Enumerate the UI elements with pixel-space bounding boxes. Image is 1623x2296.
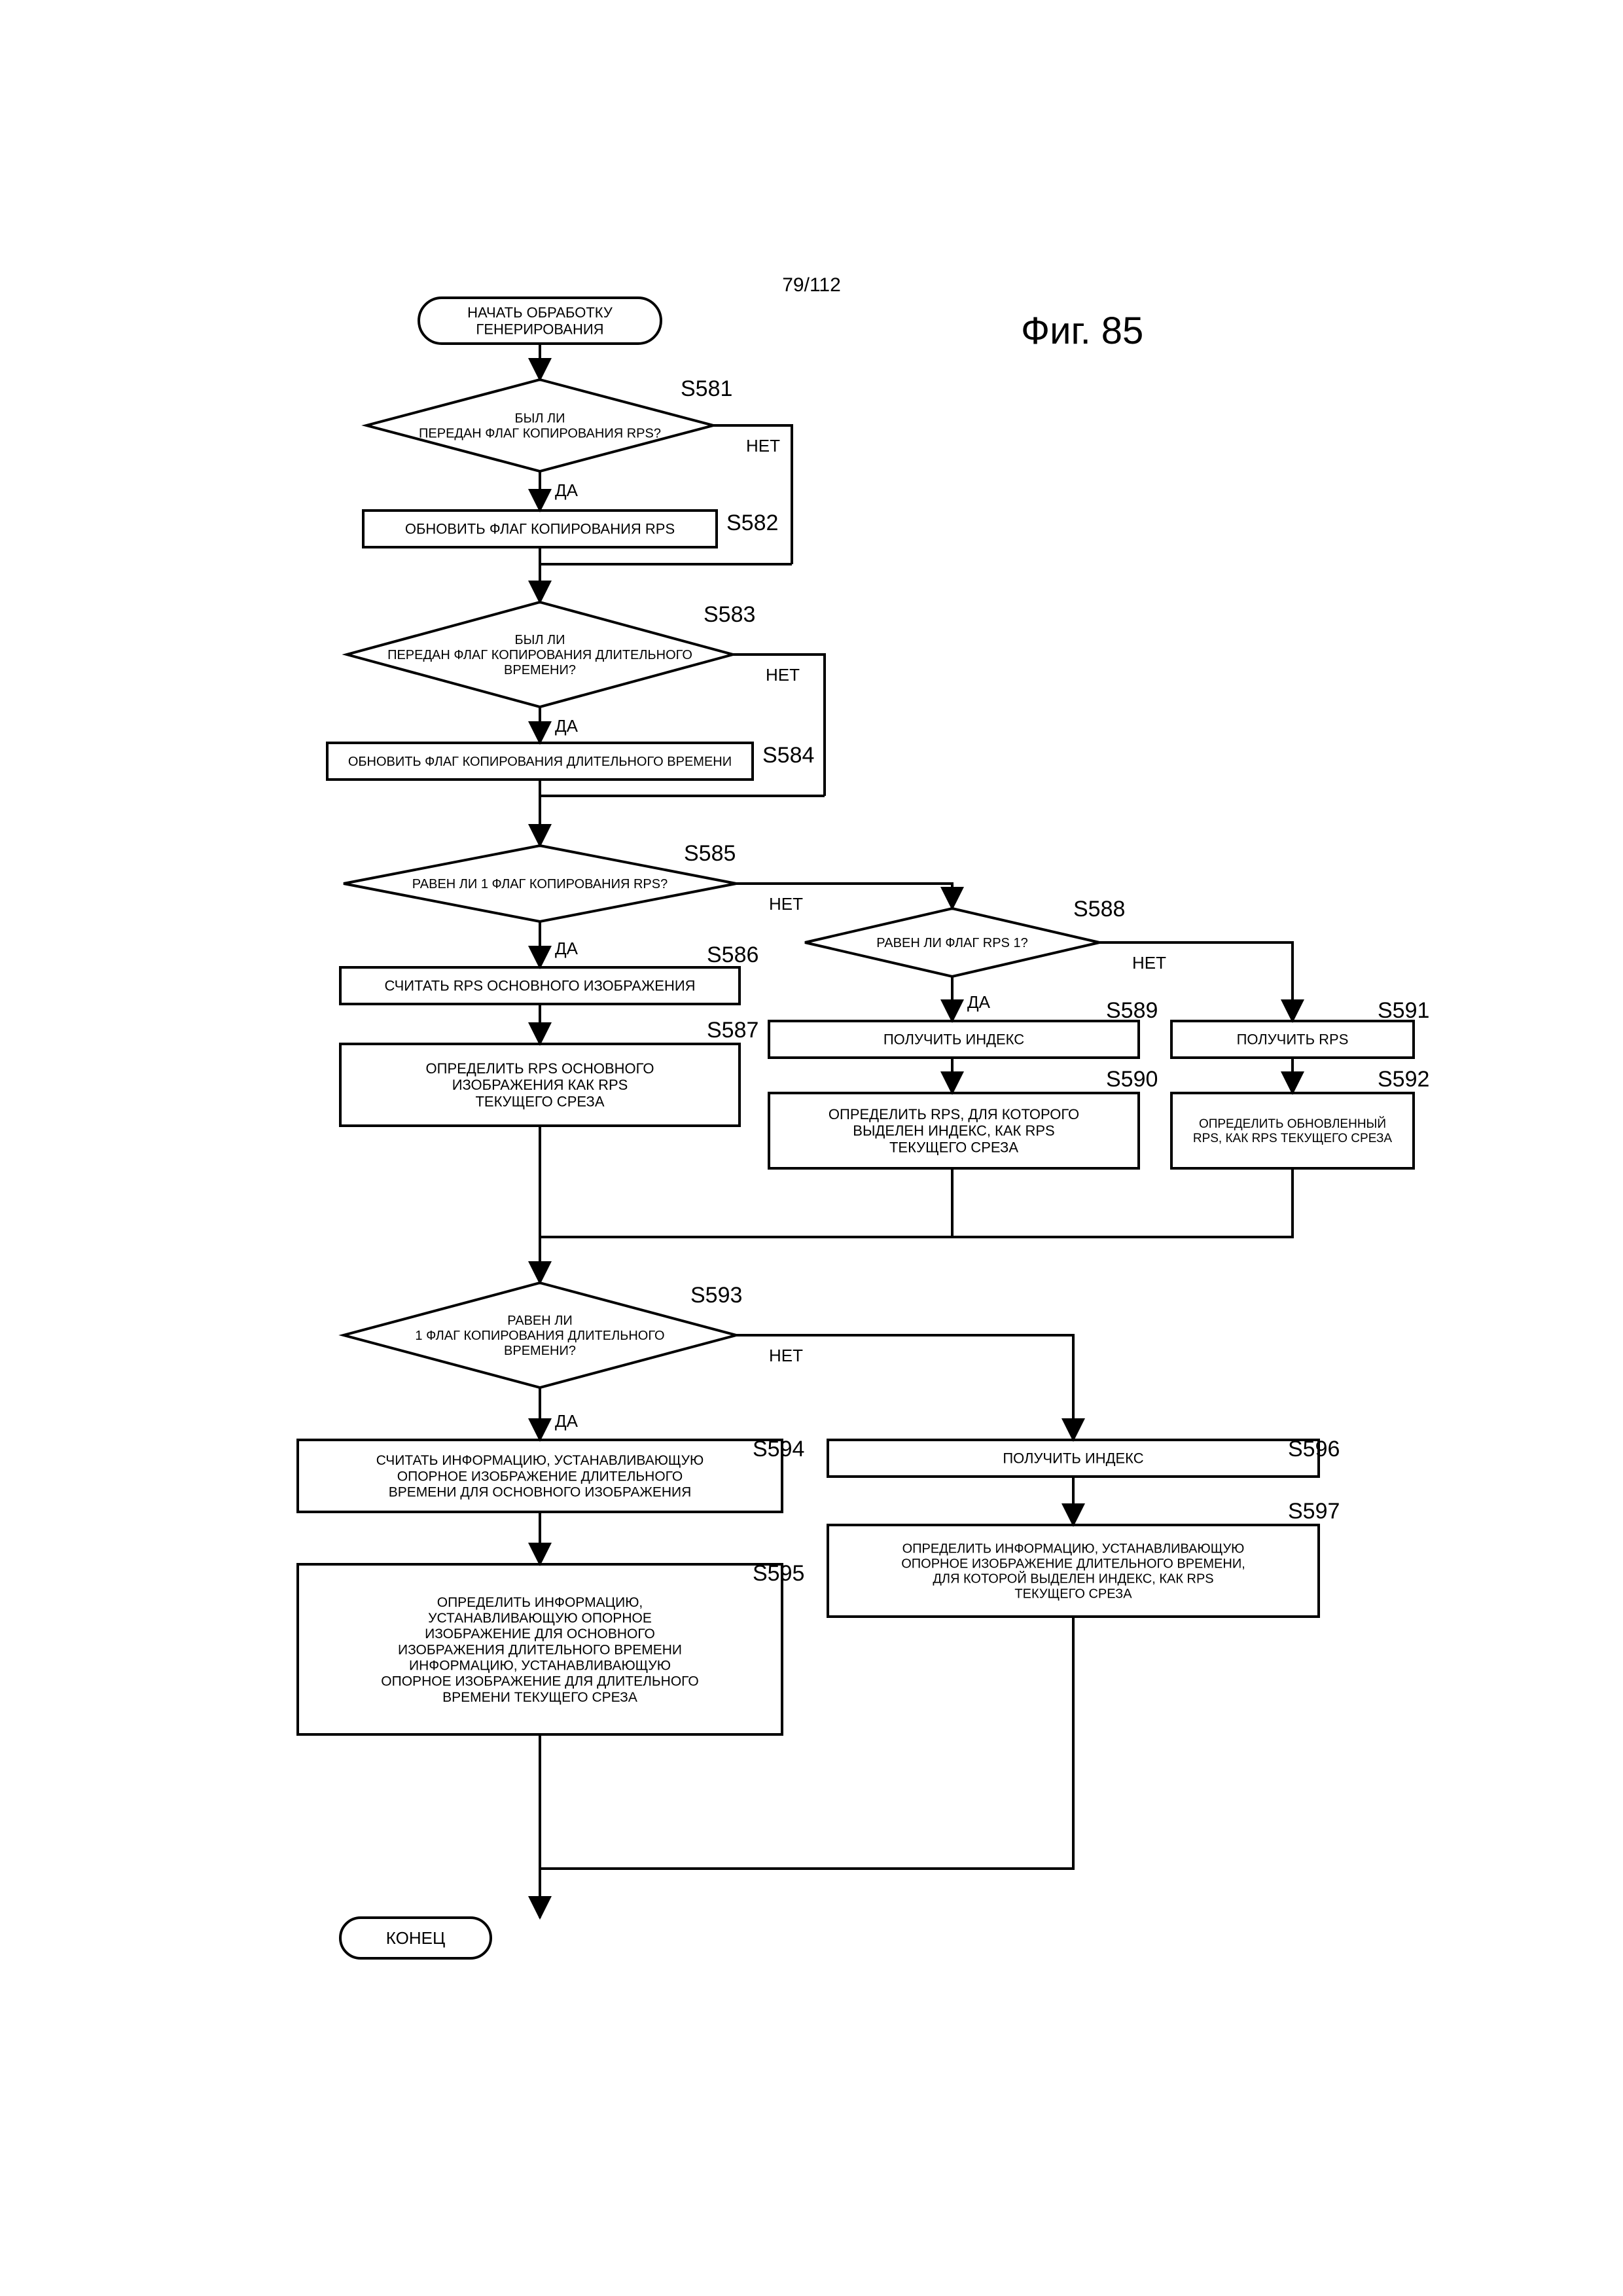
flowchart-canvas: 79/112 Фиг. 85 НАЧАТЬ ОБРАБОТКУГЕНЕРИРОВ… xyxy=(0,0,1623,2296)
step-label-S582: S582 xyxy=(726,511,778,535)
step-label-S596: S596 xyxy=(1288,1437,1340,1462)
step-label-S581: S581 xyxy=(681,376,732,401)
process-S597-text: ОПРЕДЕЛИТЬ ИНФОРМАЦИЮ, УСТАНАВЛИВАЮЩУЮОП… xyxy=(901,1542,1245,1602)
decision-S588-text: РАВЕН ЛИ ФЛАГ RPS 1? xyxy=(876,936,1027,950)
end-terminator-label: КОНЕЦ xyxy=(386,1928,445,1948)
page-number: 79/112 xyxy=(782,274,841,296)
figure-title: Фиг. 85 xyxy=(1021,310,1143,352)
step-label-S597: S597 xyxy=(1288,1499,1340,1524)
connector-4 xyxy=(540,564,792,602)
edge-label-19: ДА xyxy=(555,1411,579,1431)
edge-label-13: НЕТ xyxy=(1132,953,1166,973)
step-label-S592: S592 xyxy=(1378,1067,1429,1092)
process-S591-text: ПОЛУЧИТЬ RPS xyxy=(1237,1031,1349,1048)
process-S582-text: ОБНОВИТЬ ФЛАГ КОПИРОВАНИЯ RPS xyxy=(405,521,675,537)
process-S594-text: СЧИТАТЬ ИНФОРМАЦИЮ, УСТАНАВЛИВАЮЩУЮОПОРН… xyxy=(376,1453,704,1499)
process-S590-text: ОПРЕДЕЛИТЬ RPS, ДЛЯ КОТОРОГОВЫДЕЛЕН ИНДЕ… xyxy=(829,1106,1079,1156)
process-S592-text: ОПРЕДЕЛИТЬ ОБНОВЛЕННЫЙRPS, КАК RPS ТЕКУЩ… xyxy=(1193,1117,1393,1145)
process-S595-text: ОПРЕДЕЛИТЬ ИНФОРМАЦИЮ,УСТАНАВЛИВАЮЩУЮ ОП… xyxy=(381,1595,698,1705)
edge-label-20: НЕТ xyxy=(769,1346,803,1365)
step-label-S584: S584 xyxy=(762,743,814,768)
decision-S593-text: РАВЕН ЛИ1 ФЛАГ КОПИРОВАНИЯ ДЛИТЕЛЬНОГОВР… xyxy=(415,1314,664,1358)
process-S596-text: ПОЛУЧИТЬ ИНДЕКС xyxy=(1003,1450,1143,1467)
step-label-S585: S585 xyxy=(684,841,736,866)
process-S587-text: ОПРЕДЕЛИТЬ RPS ОСНОВНОГОИЗОБРАЖЕНИЯ КАК … xyxy=(426,1060,654,1110)
step-label-S589: S589 xyxy=(1106,998,1158,1023)
connector-8 xyxy=(540,796,825,846)
process-S584-text: ОБНОВИТЬ ФЛАГ КОПИРОВАНИЯ ДЛИТЕЛЬНОГО ВР… xyxy=(348,755,732,769)
decision-S583-text: БЫЛ ЛИПЕРЕДАН ФЛАГ КОПИРОВАНИЯ ДЛИТЕЛЬНО… xyxy=(387,633,692,677)
edge-label-5: ДА xyxy=(555,716,579,736)
step-label-S595: S595 xyxy=(753,1561,804,1586)
step-label-S588: S588 xyxy=(1073,897,1125,922)
step-label-S583: S583 xyxy=(704,602,755,627)
step-label-S587: S587 xyxy=(707,1018,758,1043)
step-label-S586: S586 xyxy=(707,942,758,967)
edge-label-10: НЕТ xyxy=(769,894,803,914)
step-label-S594: S594 xyxy=(753,1437,804,1462)
edge-label-6: НЕТ xyxy=(766,665,800,685)
edge-label-2: НЕТ xyxy=(746,436,780,456)
flowchart-shapes: НАЧАТЬ ОБРАБОТКУГЕНЕРИРОВАНИЯ КОНЕЦ БЫЛ ЛИ… xyxy=(298,298,1429,1958)
step-label-S590: S590 xyxy=(1106,1067,1158,1092)
connector-18 xyxy=(540,1168,1293,1283)
process-S589-text: ПОЛУЧИТЬ ИНДЕКС xyxy=(883,1031,1024,1048)
edge-label-12: ДА xyxy=(967,992,991,1012)
process-S586-text: СЧИТАТЬ RPS ОСНОВНОГО ИЗОБРАЖЕНИЯ xyxy=(384,978,695,994)
step-label-S593: S593 xyxy=(690,1283,742,1308)
edge-label-9: ДА xyxy=(555,939,579,958)
decision-S585-text: РАВЕН ЛИ 1 ФЛАГ КОПИРОВАНИЯ RPS? xyxy=(412,877,668,891)
step-label-S591: S591 xyxy=(1378,998,1429,1023)
start-terminator-label: НАЧАТЬ ОБРАБОТКУГЕНЕРИРОВАНИЯ xyxy=(467,304,613,337)
edge-label-1: ДА xyxy=(555,480,579,500)
decision-S581-text: БЫЛ ЛИПЕРЕДАН ФЛАГ КОПИРОВАНИЯ RPS? xyxy=(419,412,661,441)
